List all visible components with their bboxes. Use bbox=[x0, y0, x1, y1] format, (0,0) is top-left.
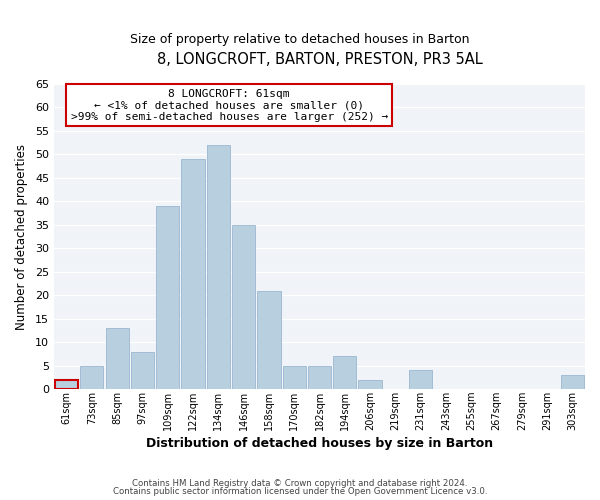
Title: 8, LONGCROFT, BARTON, PRESTON, PR3 5AL: 8, LONGCROFT, BARTON, PRESTON, PR3 5AL bbox=[157, 52, 482, 68]
Text: Contains public sector information licensed under the Open Government Licence v3: Contains public sector information licen… bbox=[113, 487, 487, 496]
Bar bbox=[257, 290, 281, 389]
Bar bbox=[283, 366, 306, 389]
Bar bbox=[561, 375, 584, 389]
Bar bbox=[55, 380, 78, 389]
Text: Size of property relative to detached houses in Barton: Size of property relative to detached ho… bbox=[130, 32, 470, 46]
X-axis label: Distribution of detached houses by size in Barton: Distribution of detached houses by size … bbox=[146, 437, 493, 450]
Bar bbox=[206, 145, 230, 389]
Bar bbox=[409, 370, 432, 389]
Bar bbox=[308, 366, 331, 389]
Bar bbox=[358, 380, 382, 389]
Bar bbox=[333, 356, 356, 389]
Text: 8 LONGCROFT: 61sqm
← <1% of detached houses are smaller (0)
>99% of semi-detache: 8 LONGCROFT: 61sqm ← <1% of detached hou… bbox=[71, 88, 388, 122]
Bar bbox=[232, 225, 255, 389]
Bar bbox=[106, 328, 129, 389]
Bar bbox=[131, 352, 154, 389]
Text: Contains HM Land Registry data © Crown copyright and database right 2024.: Contains HM Land Registry data © Crown c… bbox=[132, 478, 468, 488]
Bar bbox=[181, 159, 205, 389]
Y-axis label: Number of detached properties: Number of detached properties bbox=[15, 144, 28, 330]
Bar bbox=[80, 366, 103, 389]
Bar bbox=[156, 206, 179, 389]
